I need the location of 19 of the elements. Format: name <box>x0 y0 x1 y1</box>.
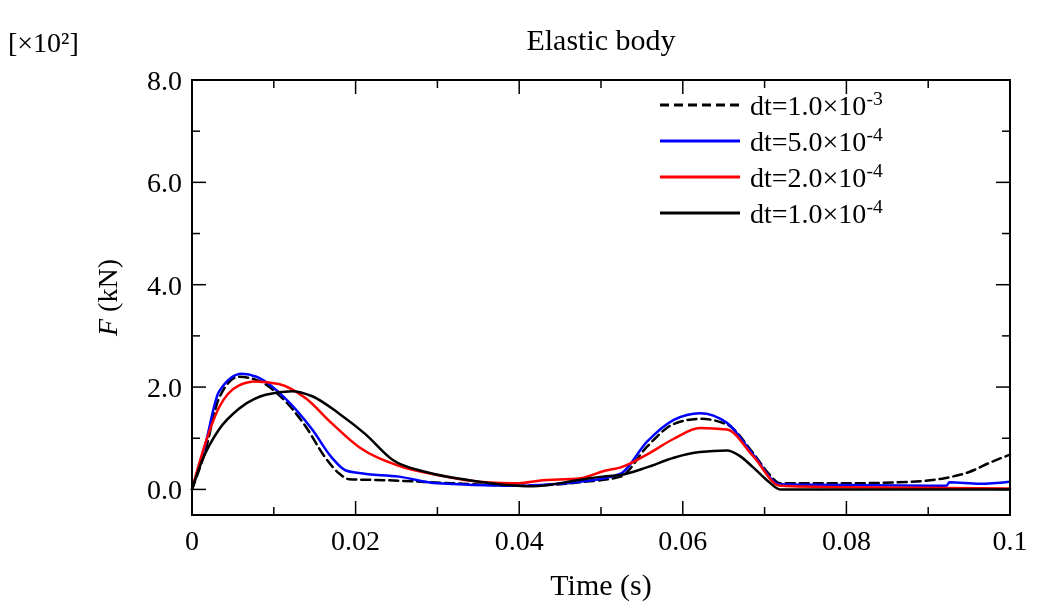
y-tick-label: 8.0 <box>147 65 182 96</box>
legend-label: dt=1.0×10$^{-3}$ <box>750 87 883 121</box>
x-tick-label: 0.1 <box>992 525 1028 556</box>
x-tick-label: 0 <box>185 525 199 556</box>
y-tick-label: 0.0 <box>147 474 182 506</box>
x-tick-label: 0.06 <box>658 525 708 556</box>
x-tick-label: 0.08 <box>821 525 871 556</box>
x-axis-title: Time (s) <box>550 568 652 602</box>
y-tick-label: 4.0 <box>147 269 182 301</box>
legend-label: dt=2.0×10$^{-4}$ <box>750 159 883 193</box>
text: [×10²] <box>8 27 79 58</box>
legend-label: dt=5.0×10$^{-4}$ <box>750 123 883 157</box>
legend-label: dt=1.0×10$^{-4}$ <box>750 195 883 229</box>
x-tick-label: 0.02 <box>331 525 381 556</box>
y-tick-label: 2.0 <box>147 372 182 404</box>
y-axis-title: F (kN) <box>92 259 123 337</box>
x-tick-label: 0.04 <box>494 525 544 556</box>
y-tick-label: 6.0 <box>147 167 182 199</box>
chart-title: Elastic body <box>526 23 676 56</box>
